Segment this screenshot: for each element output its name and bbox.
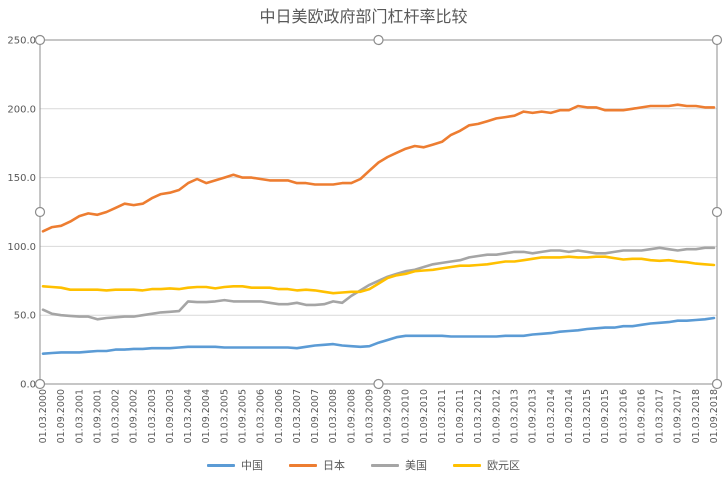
x-tick-label: 01.09.2003 <box>165 389 176 443</box>
x-tick-label: 01.03.2000 <box>38 389 49 443</box>
legend-label: 日本 <box>323 459 345 472</box>
x-tick-label: 01.03.2005 <box>219 389 230 443</box>
x-tick-label: 01.09.2006 <box>274 389 285 443</box>
series-line <box>41 246 716 321</box>
legend-label: 中国 <box>241 459 263 472</box>
legend-label: 美国 <box>405 459 427 472</box>
x-tick-label: 01.09.2005 <box>237 389 248 443</box>
legend-swatch <box>289 463 317 467</box>
resize-handle <box>711 34 723 46</box>
series-line <box>41 103 716 233</box>
resize-handle <box>373 34 384 46</box>
x-tick-label: 01.09.2000 <box>56 389 67 443</box>
x-tick-label: 01.09.2013 <box>528 389 539 443</box>
legend-item: 中国 <box>207 457 263 473</box>
legend: 中国 日本 美国 欧元区 <box>0 457 727 473</box>
x-tick-label: 01.09.2017 <box>673 389 684 443</box>
resize-handle <box>373 378 384 390</box>
x-tick-label: 01.09.2014 <box>564 389 575 443</box>
series-line <box>41 255 716 295</box>
x-tick-label: 01.09.2011 <box>455 389 466 443</box>
chart-title: 中日美欧政府部门杠杆率比较 <box>259 7 468 26</box>
x-tick-label: 01.09.2008 <box>346 389 357 443</box>
legend-label: 欧元区 <box>487 459 520 472</box>
y-tick-label: 50.0 <box>14 311 36 322</box>
x-tick-label: 01.03.2006 <box>256 389 267 443</box>
resize-handle <box>711 378 723 390</box>
x-tick-label: 01.03.2001 <box>74 389 85 443</box>
resize-handle <box>34 206 46 218</box>
x-tick-label: 01.03.2004 <box>183 389 194 443</box>
x-tick-label: 01.03.2010 <box>401 389 412 443</box>
legend-swatch <box>453 463 481 467</box>
x-tick-label: 01.03.2002 <box>111 389 122 443</box>
y-tick-label: 150.0 <box>7 173 36 184</box>
x-tick-label: 01.09.2004 <box>201 389 212 443</box>
x-tick-label: 01.09.2001 <box>92 389 103 443</box>
y-tick-label: 200.0 <box>7 104 36 115</box>
resize-handle <box>34 34 46 46</box>
x-tick-label: 01.09.2002 <box>129 389 140 443</box>
x-tick-label: 01.03.2012 <box>473 389 484 443</box>
x-tick-label: 01.09.2012 <box>491 389 502 443</box>
axes: 0.0 50.0 100.0 150.0 200.0 250.0 01.03.2000 01.… <box>7 36 720 444</box>
series-lines <box>41 103 716 356</box>
legend-swatch <box>371 463 399 467</box>
x-tick-label: 01.03.2011 <box>437 389 448 443</box>
x-tick-label: 01.03.2014 <box>546 389 557 443</box>
selection-frame <box>39 39 718 385</box>
x-tick-label: 01.03.2009 <box>364 389 375 443</box>
legend-swatch <box>207 463 235 467</box>
legend-item: 欧元区 <box>453 457 520 473</box>
y-tick-label: 100.0 <box>7 242 36 253</box>
x-tick-label: 01.03.2017 <box>655 389 666 443</box>
gridlines <box>40 39 717 385</box>
x-tick-label: 01.09.2007 <box>310 389 321 443</box>
x-tick-label: 01.09.2010 <box>419 389 430 443</box>
y-tick-label: 250.0 <box>7 36 36 47</box>
x-tick-label: 01.03.2013 <box>510 389 521 443</box>
resize-handle <box>34 378 46 390</box>
x-tick-label: 01.03.2015 <box>582 389 593 443</box>
x-tick-label: 01.03.2016 <box>618 389 629 443</box>
series-line <box>41 316 716 356</box>
y-tick-label: 0.0 <box>20 380 36 391</box>
x-tick-label: 01.09.2015 <box>600 389 611 443</box>
x-tick-label: 01.03.2018 <box>691 389 702 443</box>
x-tick-label: 01.09.2016 <box>636 389 647 443</box>
x-tick-label: 01.03.2008 <box>328 389 339 443</box>
x-tick-label: 01.09.2018 <box>709 389 720 443</box>
selection-handles <box>34 34 723 390</box>
resize-handle <box>711 206 723 218</box>
x-tick-label: 01.09.2009 <box>383 389 394 443</box>
legend-item: 日本 <box>289 457 345 473</box>
x-tick-label: 01.03.2003 <box>147 389 158 443</box>
legend-item: 美国 <box>371 457 427 473</box>
x-tick-label: 01.03.2007 <box>292 389 303 443</box>
